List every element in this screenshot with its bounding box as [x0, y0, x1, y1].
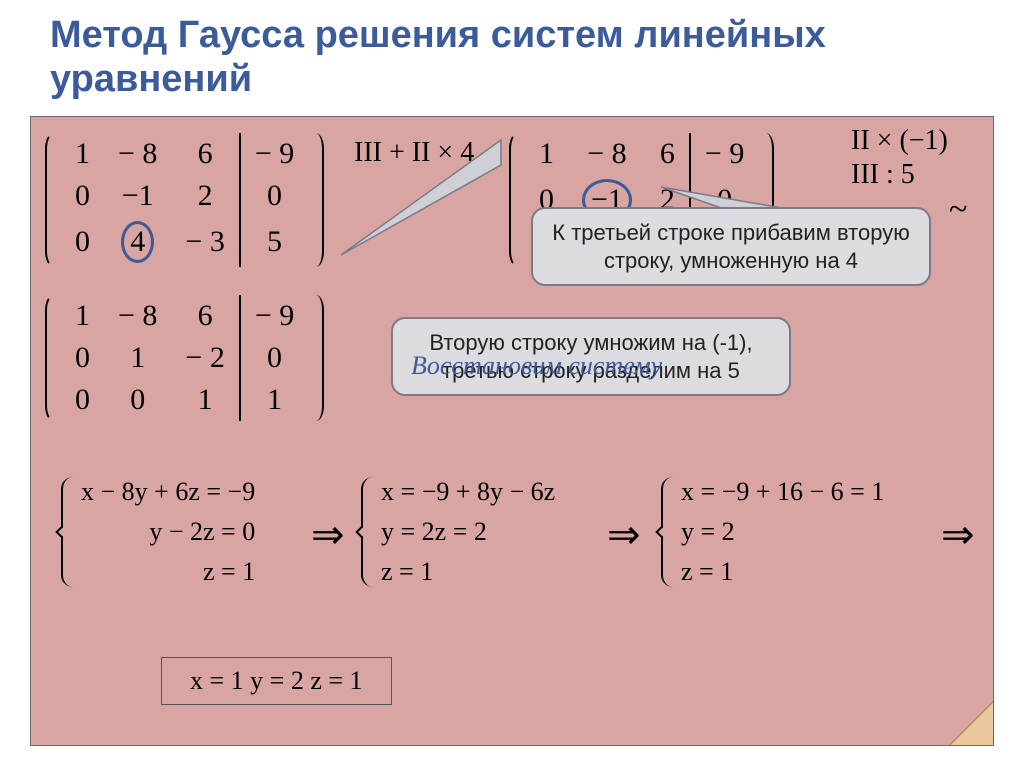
equation-line: x = −9 + 8y − 6z: [381, 477, 555, 507]
matrix-cell: − 8: [568, 133, 646, 175]
equation-line: z = 1: [381, 557, 555, 587]
matrix-cell: 0: [61, 337, 104, 379]
equation-line: y = 2: [681, 517, 884, 547]
matrix-cell: 0: [61, 175, 104, 217]
matrix-cell: 1: [104, 337, 171, 379]
corner-fold-icon: [949, 701, 993, 745]
implies-1: ⇒: [311, 511, 345, 558]
slide: Метод Гаусса решения систем линейных ура…: [0, 0, 1024, 767]
system-3-lines: x = −9 + 16 − 6 = 1 y = 2 z = 1: [681, 477, 884, 587]
matrix-cell: − 9: [240, 133, 308, 175]
matrix-cell: 2: [171, 175, 239, 217]
system-2: x = −9 + 8y − 6z y = 2z = 2 z = 1: [361, 477, 555, 587]
system-2-lines: x = −9 + 8y − 6z y = 2z = 2 z = 1: [381, 477, 555, 587]
system-1: x − 8y + 6z = −9 y − 2z = 0 z = 1: [61, 477, 255, 587]
matrix-1-body: 1− 86− 90−12004− 35: [61, 133, 308, 267]
equation-line: z = 1: [81, 557, 255, 587]
callout-1: К третьей строке прибавим вторую строку,…: [531, 207, 931, 286]
matrix-1: 1− 86− 90−12004− 35: [45, 133, 324, 267]
matrix-cell: 6: [171, 133, 239, 175]
implies-2: ⇒: [607, 511, 641, 558]
system-3: x = −9 + 16 − 6 = 1 y = 2 z = 1: [661, 477, 884, 587]
matrix-cell: − 9: [240, 295, 308, 337]
matrix-cell: 0: [61, 217, 104, 267]
matrix-cell: 0: [240, 175, 308, 217]
tilde-2: ~: [949, 191, 967, 229]
slide-title: Метод Гаусса решения систем линейных ура…: [50, 14, 1024, 101]
pointer-1: [341, 135, 521, 285]
implies-3: ⇒: [941, 511, 975, 558]
matrix-cell: 4: [104, 217, 171, 267]
equation-line: x − 8y + 6z = −9: [81, 477, 255, 507]
equation-line: y = 2z = 2: [381, 517, 555, 547]
content-area: 1− 86− 90−12004− 35 III + II × 4 ~ 1− 86…: [30, 116, 994, 746]
equation-line: y − 2z = 0: [81, 517, 255, 547]
matrix-cell: 0: [104, 379, 171, 421]
matrix-cell: −1: [104, 175, 171, 217]
matrix-cell: − 3: [171, 217, 239, 267]
system-1-lines: x − 8y + 6z = −9 y − 2z = 0 z = 1: [81, 477, 255, 587]
matrix-cell: 1: [171, 379, 239, 421]
equation-line: x = −9 + 16 − 6 = 1: [681, 477, 884, 507]
matrix-3-body: 1− 86− 901− 200011: [61, 295, 308, 421]
matrix-cell: 1: [525, 133, 568, 175]
matrix-cell: 1: [61, 133, 104, 175]
matrix-cell: 0: [61, 379, 104, 421]
matrix-cell: − 8: [104, 133, 171, 175]
matrix-3: 1− 86− 901− 200011: [45, 295, 324, 421]
matrix-cell: − 8: [104, 295, 171, 337]
matrix-cell: 5: [240, 217, 308, 267]
equation-line: z = 1: [681, 557, 884, 587]
matrix-cell: 1: [61, 295, 104, 337]
matrix-cell: 1: [240, 379, 308, 421]
matrix-cell: − 2: [171, 337, 239, 379]
answer-box: x = 1 y = 2 z = 1: [161, 657, 392, 705]
blue-italic-text: Восстановим систему: [411, 351, 662, 381]
matrix-cell: 0: [240, 337, 308, 379]
matrix-cell: 6: [171, 295, 239, 337]
